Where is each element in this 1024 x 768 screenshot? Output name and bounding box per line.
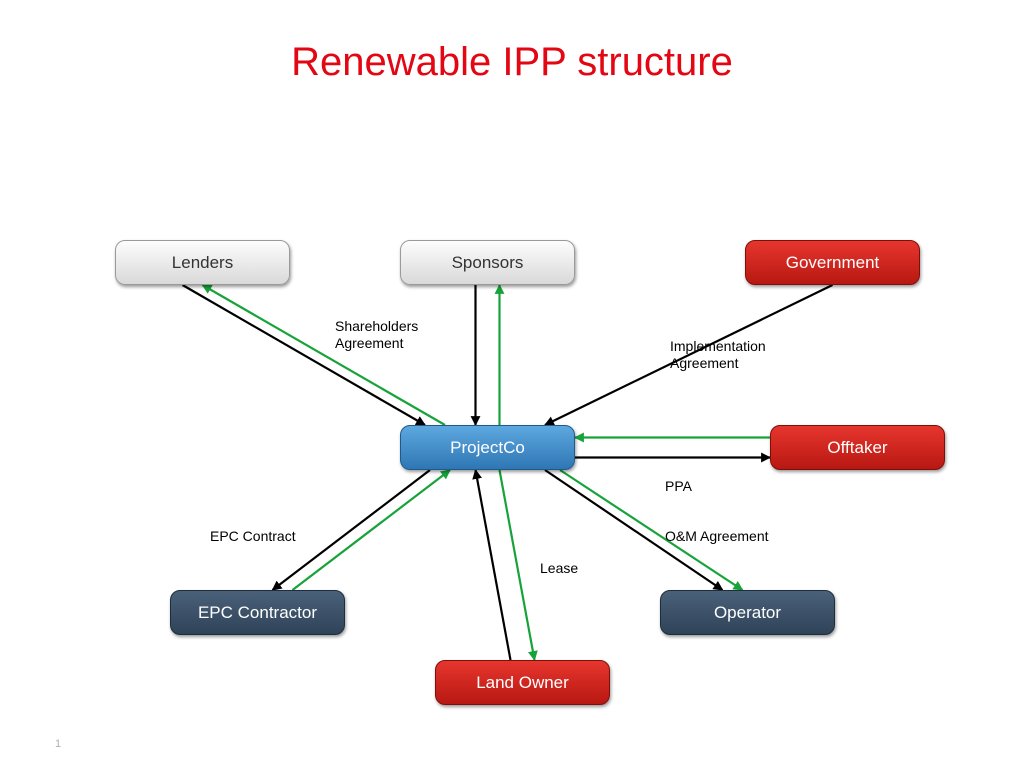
node-lenders: Lenders	[115, 240, 290, 285]
edge-label-projectco-epc: EPC Contract	[210, 528, 296, 545]
node-operator: Operator	[660, 590, 835, 635]
page-number: 1	[55, 738, 61, 750]
node-projectco: ProjectCo	[400, 425, 575, 470]
edge-projectco-epc	[273, 470, 431, 590]
edge-label-government-projectco: Implementation Agreement	[670, 338, 766, 372]
edge-projectco-lenders	[203, 285, 446, 425]
diagram-arrows-layer	[0, 0, 1024, 768]
edge-epc-projectco	[293, 470, 451, 590]
node-government: Government	[745, 240, 920, 285]
node-sponsors: Sponsors	[400, 240, 575, 285]
edge-label-landowner-projectco: Lease	[540, 560, 578, 577]
node-offtaker: Offtaker	[770, 425, 945, 470]
edge-label-projectco-operator: O&M Agreement	[665, 528, 769, 545]
node-epc: EPC Contractor	[170, 590, 345, 635]
edge-lenders-projectco	[183, 285, 426, 425]
edge-label-sponsors-projectco: Shareholders Agreement	[335, 318, 418, 352]
edge-label-projectco-offtaker: PPA	[665, 478, 692, 495]
node-landowner: Land Owner	[435, 660, 610, 705]
